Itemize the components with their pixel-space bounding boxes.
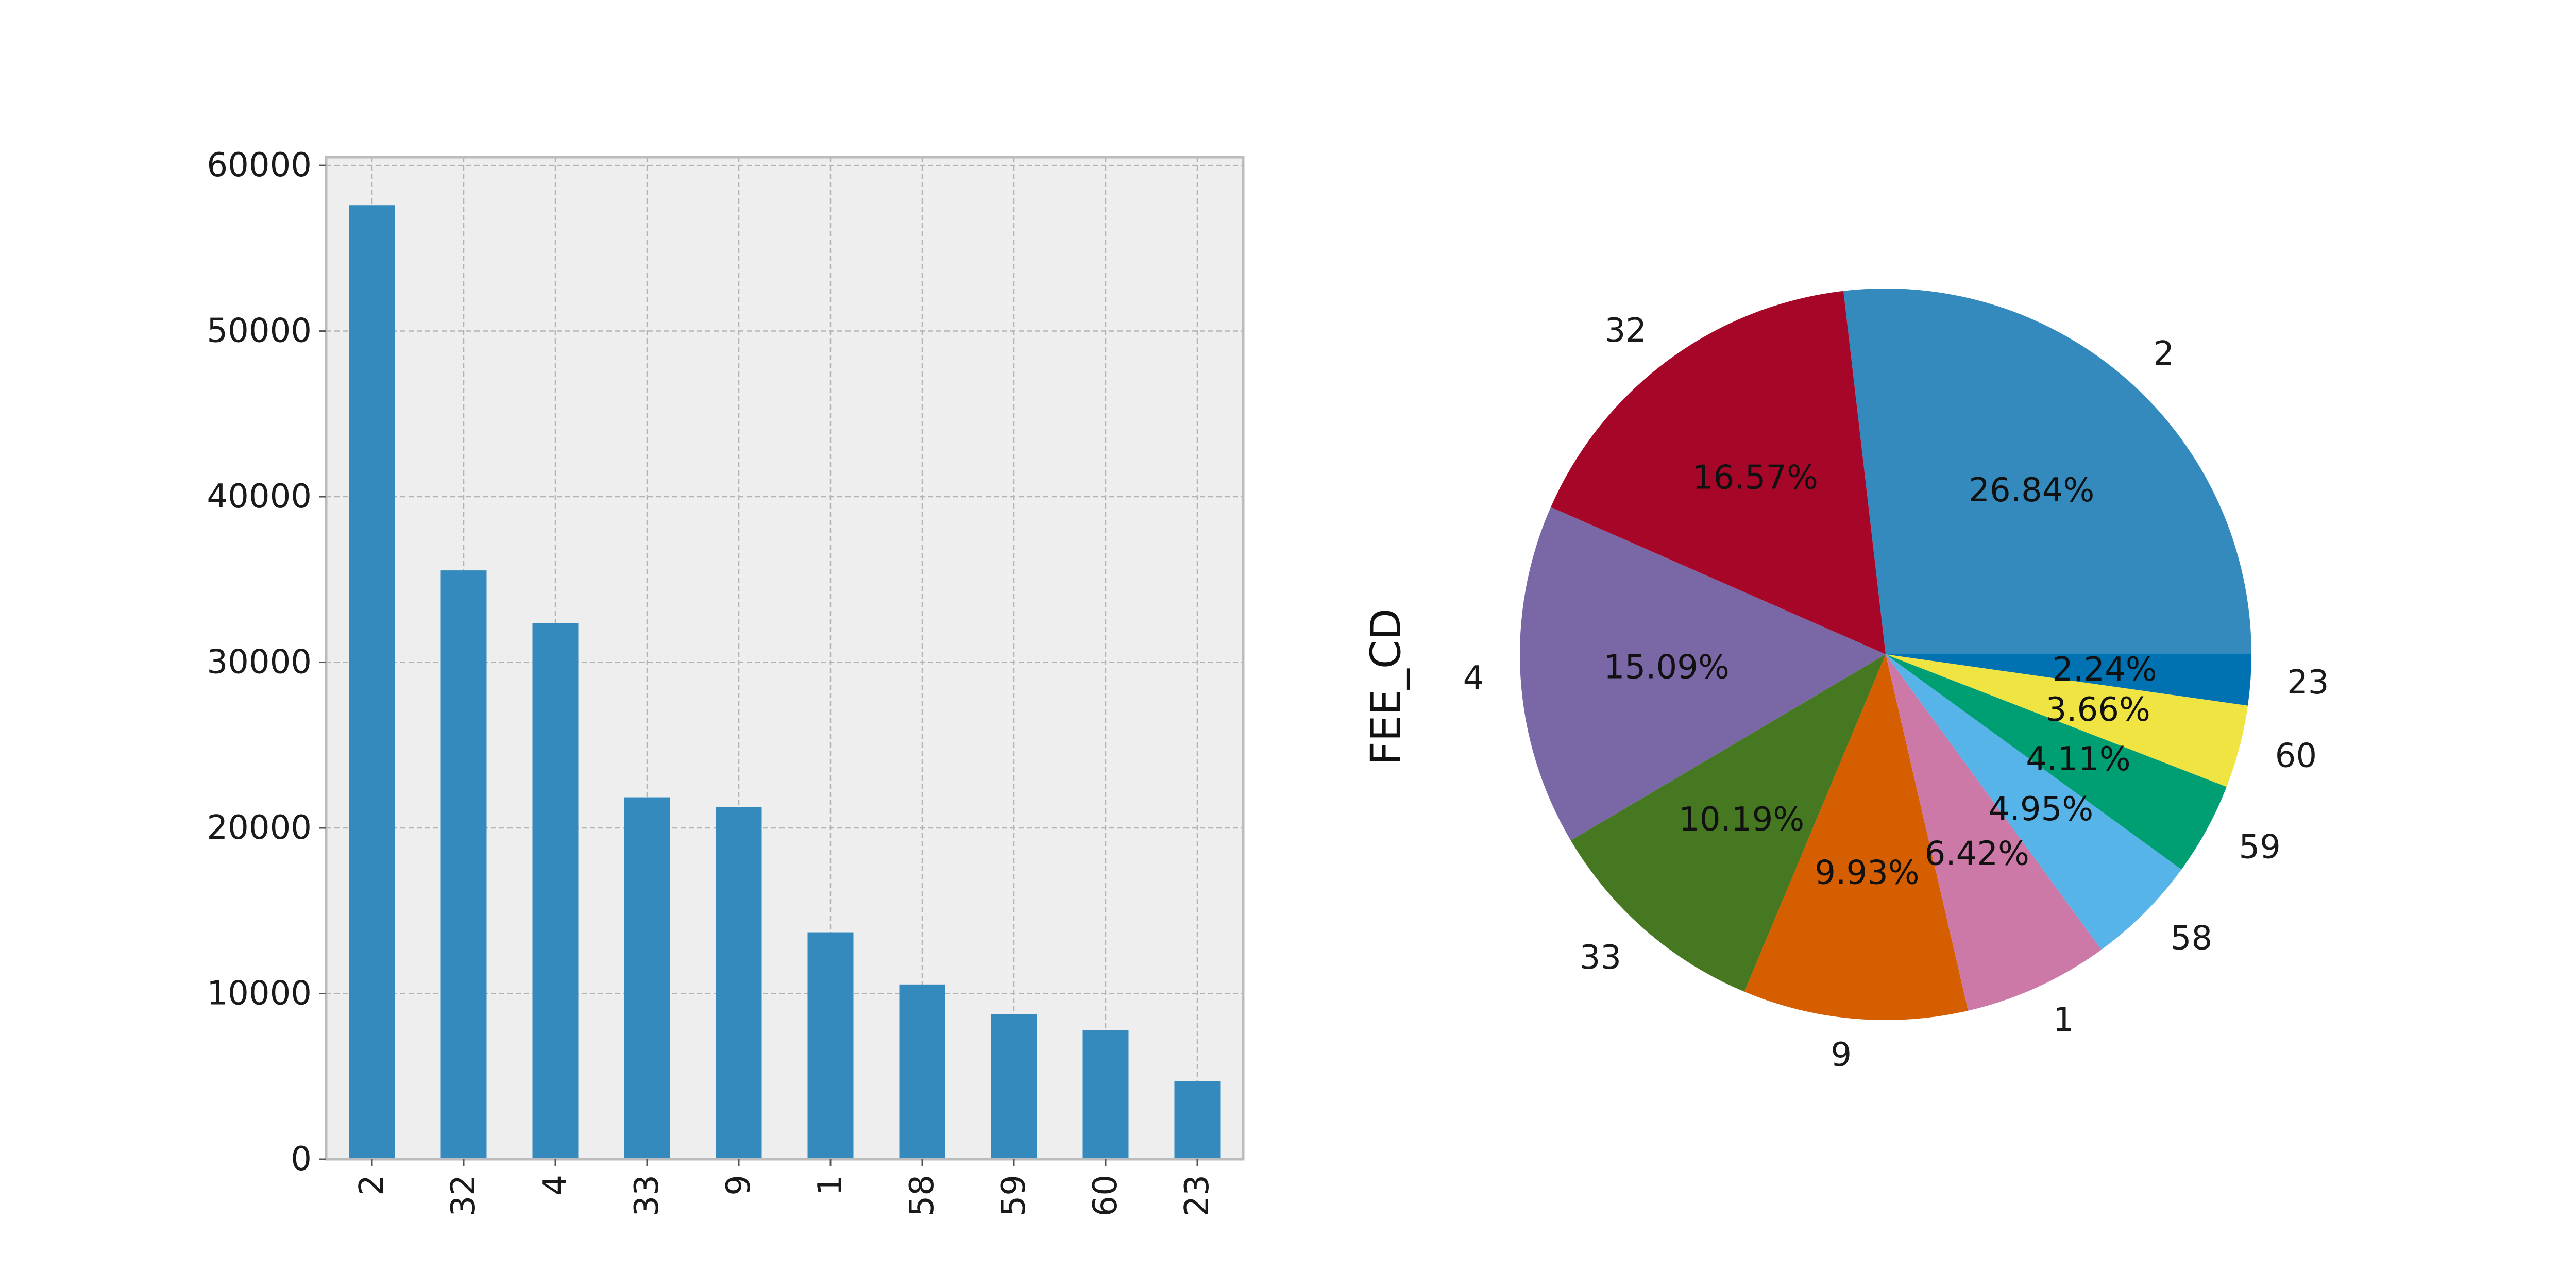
pie-slice bbox=[1886, 654, 2248, 787]
pie-slice bbox=[1886, 654, 2182, 950]
bar-frame bbox=[325, 156, 1245, 1161]
x-tick-label: 2 bbox=[353, 1175, 391, 1196]
bar bbox=[532, 623, 579, 1159]
y-tick-label: 40000 bbox=[207, 478, 312, 516]
pie-percent-label: 9.93% bbox=[1815, 854, 1919, 892]
x-tick-label: 23 bbox=[1178, 1175, 1216, 1216]
pie-slice bbox=[1886, 654, 2251, 706]
pie-slice bbox=[1886, 654, 2102, 1011]
pie-category-label: 32 bbox=[1605, 312, 1647, 350]
x-tick-label: 9 bbox=[720, 1175, 758, 1196]
x-tick-label: 60 bbox=[1087, 1175, 1125, 1216]
y-tick-label: 20000 bbox=[207, 809, 312, 847]
x-tick-label: 1 bbox=[811, 1175, 850, 1196]
y-tick-label: 30000 bbox=[207, 643, 312, 682]
pie-category-labels: 2 32 4 33 9 1 58 59 60 23 bbox=[1463, 312, 2329, 1074]
bar bbox=[807, 932, 854, 1159]
bar bbox=[349, 205, 395, 1159]
pie-chart: 26.84% 16.57% 15.09% 10.19% 9.93%6.42% 4.95% 4… bbox=[1362, 288, 2329, 1074]
pie-category-label: 23 bbox=[2287, 664, 2329, 702]
x-tick-label: 59 bbox=[995, 1175, 1033, 1216]
bar bbox=[1082, 1030, 1129, 1159]
bar-y-axis: 0 10000 20000 30000 40000 50000 60000 bbox=[207, 146, 326, 1178]
bar bbox=[991, 1014, 1037, 1159]
x-tick-label: 4 bbox=[536, 1175, 574, 1196]
pie-slices bbox=[1520, 288, 2251, 1020]
bar bbox=[624, 797, 670, 1159]
pie-category-label: 60 bbox=[2275, 737, 2317, 775]
pie-category-label: 1 bbox=[2053, 1001, 2074, 1039]
pie-percent-label: 26.84% bbox=[1969, 471, 2094, 510]
y-tick-label: 10000 bbox=[207, 975, 312, 1013]
y-tick-label: 60000 bbox=[207, 146, 312, 184]
pie-category-label: 2 bbox=[2153, 335, 2174, 373]
pie-percent-label: 6.42% bbox=[1925, 835, 2029, 873]
pie-slice bbox=[1744, 654, 1969, 1020]
bar-x-axis: 2 32 4 33 9 1 58 59 60 23 bbox=[353, 1159, 1216, 1216]
plot-frame bbox=[325, 156, 1245, 1161]
pie-category-label: 33 bbox=[1580, 939, 1621, 977]
y-tick-label: 0 bbox=[291, 1140, 312, 1178]
bar-series bbox=[349, 205, 1221, 1159]
pie-percent-label: 4.11% bbox=[2026, 740, 2130, 778]
pie-slice bbox=[1520, 507, 1886, 841]
pie-slice bbox=[1886, 654, 2227, 870]
pie-category-label: 59 bbox=[2239, 828, 2280, 866]
x-tick-label: 32 bbox=[445, 1175, 483, 1216]
pie-category-label: 4 bbox=[1463, 659, 1484, 698]
bar bbox=[1174, 1081, 1221, 1159]
pie-percent-label: 10.19% bbox=[1679, 801, 1804, 839]
pie-percent-label: 2.24% bbox=[2052, 651, 2157, 689]
bar bbox=[716, 807, 762, 1159]
pie-percent-label: 15.09% bbox=[1604, 649, 1730, 687]
pie-percent-label: 3.66% bbox=[2045, 691, 2150, 729]
x-tick-label: 58 bbox=[903, 1175, 941, 1216]
y-tick-label: 50000 bbox=[207, 312, 312, 350]
bar bbox=[899, 984, 945, 1159]
pie-percent-labels: 26.84% 16.57% 15.09% 10.19% 9.93%6.42% 4.95% 4… bbox=[1604, 459, 2157, 892]
pie-percent-label: 4.95% bbox=[1989, 790, 2093, 828]
pie-ylabel: FEE_CD bbox=[1362, 608, 1410, 766]
pie-slice bbox=[1550, 291, 1886, 654]
pie-percent-label: 16.57% bbox=[1692, 459, 1818, 497]
pie-category-label: 9 bbox=[1831, 1036, 1852, 1074]
pie-slice bbox=[1570, 654, 1886, 992]
pie-category-label: 58 bbox=[2171, 920, 2212, 958]
bar bbox=[440, 570, 487, 1159]
pie-slice bbox=[1843, 288, 2251, 654]
x-tick-label: 33 bbox=[628, 1175, 666, 1216]
